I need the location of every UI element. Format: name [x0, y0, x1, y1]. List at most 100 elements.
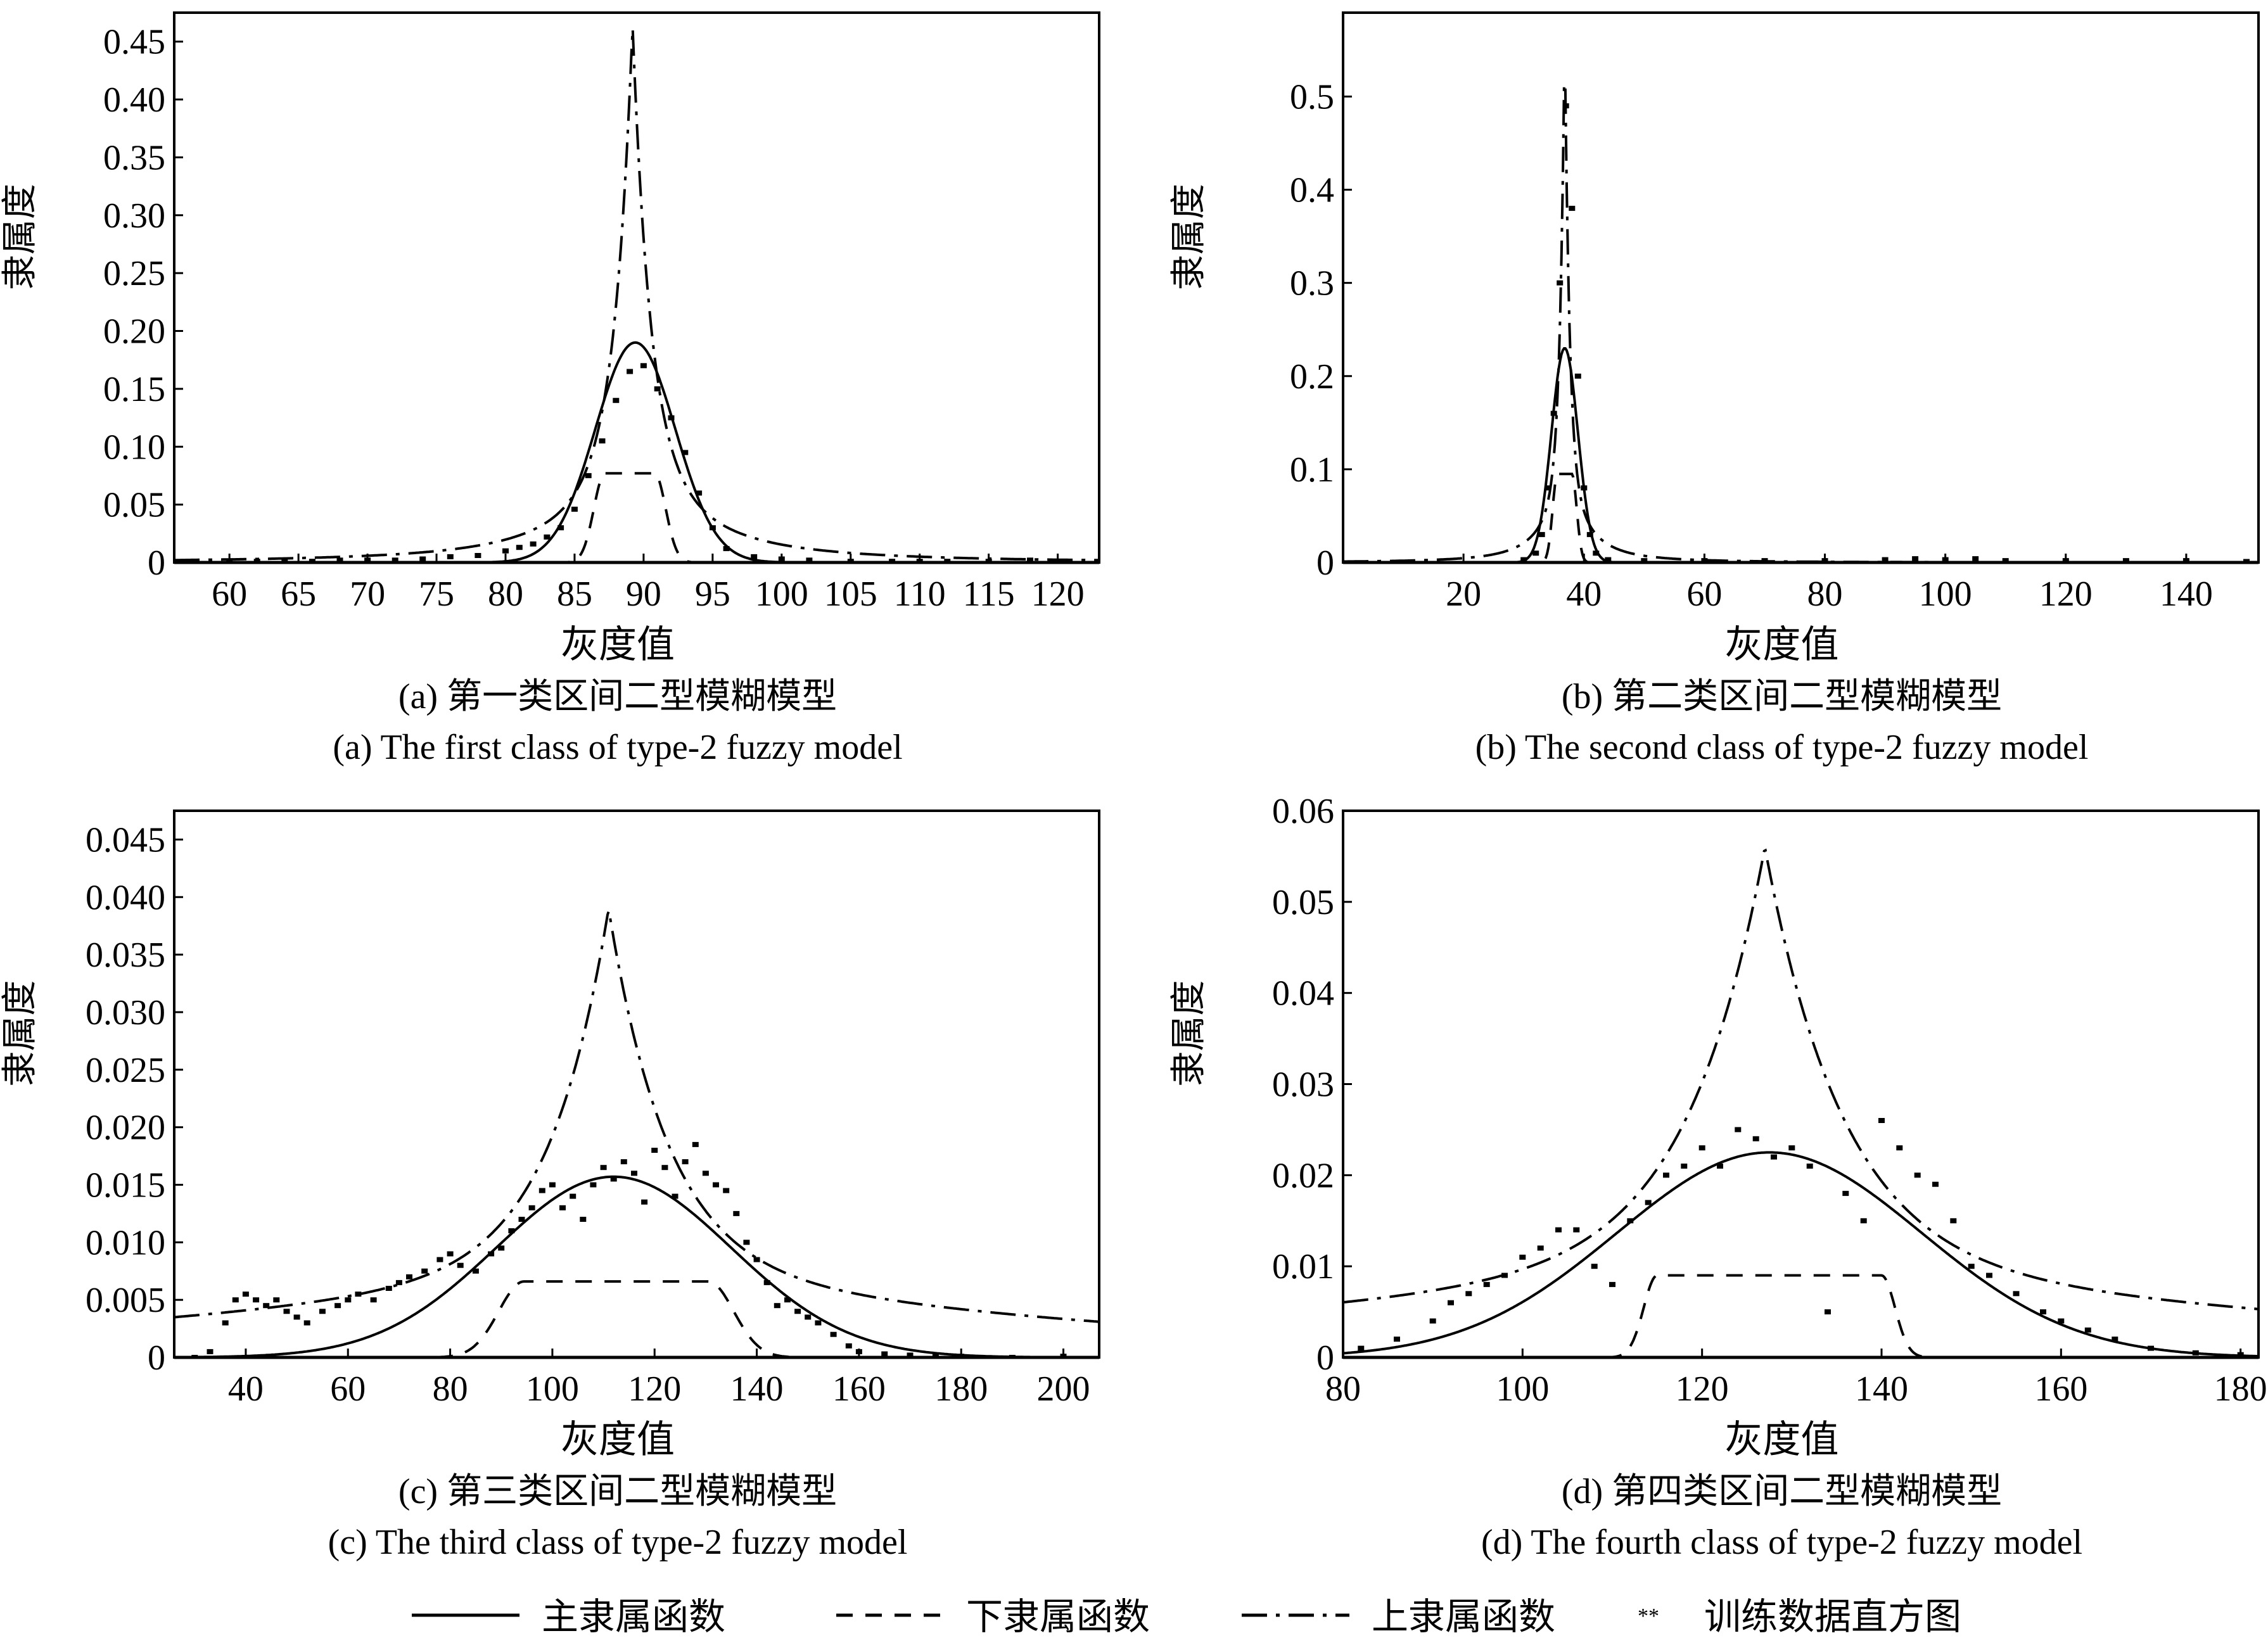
hist-point-d-4	[1465, 1291, 1472, 1297]
hist-point-c-14	[355, 1292, 362, 1297]
series-line-d-0	[1343, 1151, 2258, 1357]
ytick-label-a-3: 0.15	[103, 370, 165, 409]
series-line-b-0	[1343, 346, 2258, 562]
caption-cn-c: (c) 第三类区间二型模糊模型	[398, 1472, 837, 1511]
hist-point-b-5	[1557, 280, 1564, 286]
series-line-b-2	[1343, 83, 2258, 562]
hist-point-d-38	[2112, 1336, 2118, 1342]
hist-point-d-8	[1537, 1245, 1544, 1251]
hist-point-c-26	[508, 1228, 515, 1234]
hist-point-a-35	[1027, 557, 1033, 562]
hist-point-c-12	[334, 1303, 341, 1309]
ytick-label-d-3: 0.03	[1272, 1065, 1334, 1105]
hist-point-d-3	[1448, 1300, 1454, 1305]
hist-point-d-40	[2192, 1350, 2199, 1355]
ytick-label-a-7: 0.35	[103, 138, 165, 177]
hist-point-c-3	[232, 1297, 239, 1303]
xtick-label-d-0: 80	[1325, 1369, 1361, 1409]
hist-point-d-2	[1429, 1318, 1436, 1324]
hist-point-d-9	[1555, 1227, 1562, 1233]
hist-point-c-29	[538, 1188, 545, 1193]
xtick-label-a-9: 105	[824, 575, 877, 614]
ytick-label-b-0: 0	[1316, 543, 1334, 583]
legend: 主隶属函数 下隶属函数 上隶属函数 ** 训练数据直方图	[412, 1596, 1961, 1637]
hist-point-d-32	[1968, 1264, 1975, 1269]
series-line-b-1	[1343, 473, 2258, 562]
ytick-label-a-9: 0.45	[103, 23, 165, 62]
legend-label-lower: 下隶属函数	[966, 1596, 1150, 1637]
xtick-label-c-1: 60	[330, 1369, 366, 1409]
hist-point-c-17	[395, 1279, 402, 1285]
hist-point-d-14	[1645, 1200, 1652, 1205]
series-line-d-1	[1343, 1274, 2258, 1357]
hist-point-a-6	[392, 557, 398, 562]
hist-point-c-32	[570, 1193, 577, 1199]
xtick-label-b-0: 20	[1446, 575, 1481, 614]
panel-d: 80 100 120 140 160 180 0 0.01 0.02 0.03 0.04 0.05 0.…	[1169, 792, 2267, 1562]
xtick-label-a-5: 85	[557, 575, 592, 614]
ytick-label-a-6: 0.30	[103, 196, 165, 236]
xtick-label-c-0: 40	[228, 1369, 264, 1409]
hist-point-d-33	[1986, 1273, 1992, 1278]
hist-point-c-31	[559, 1205, 566, 1210]
hist-point-b-15	[1761, 558, 1768, 562]
caption-cn-b: (b) 第二类区间二型模糊模型	[1562, 677, 2002, 716]
ytick-label-c-7: 0.035	[86, 936, 165, 975]
hist-point-d-0	[1358, 1345, 1365, 1351]
xtick-label-a-0: 60	[212, 575, 247, 614]
ytick-label-b-2: 0.2	[1290, 357, 1334, 397]
hist-point-c-27	[518, 1217, 525, 1222]
ytick-label-c-2: 0.010	[86, 1223, 165, 1262]
ytick-label-b-4: 0.4	[1290, 171, 1334, 210]
caption-en-b: (b) The second class of type-2 fuzzy mod…	[1475, 728, 2089, 767]
hist-point-c-47	[723, 1188, 730, 1193]
caption-en-d: (d) The fourth class of type-2 fuzzy mod…	[1481, 1523, 2082, 1562]
hist-point-d-12	[1609, 1281, 1615, 1287]
hist-point-d-28	[1896, 1145, 1903, 1151]
xtick-label-b-1: 40	[1566, 575, 1602, 614]
hist-point-b-20	[1972, 556, 1979, 562]
hist-point-a-24	[696, 490, 703, 496]
hist-point-a-8	[447, 554, 454, 559]
xtick-label-c-8: 200	[1037, 1369, 1090, 1409]
ytick-label-c-9: 0.045	[86, 820, 165, 860]
hist-point-a-9	[475, 553, 481, 558]
hist-point-c-53	[784, 1297, 791, 1303]
xtick-label-c-4: 120	[628, 1369, 681, 1409]
hist-point-c-5	[253, 1297, 260, 1303]
hist-point-d-35	[2040, 1309, 2046, 1315]
hist-point-c-58	[845, 1343, 852, 1349]
hist-point-c-62	[932, 1352, 939, 1357]
ytick-label-d-1: 0.01	[1272, 1247, 1334, 1286]
xtick-label-a-11: 115	[963, 575, 1015, 614]
hist-point-d-19	[1735, 1127, 1742, 1133]
hist-point-b-4	[1550, 410, 1557, 416]
hist-point-c-13	[345, 1297, 352, 1303]
axes-frame-a	[173, 11, 1100, 564]
hist-point-c-2	[222, 1320, 229, 1326]
ytick-label-c-0: 0	[148, 1338, 165, 1378]
hist-point-a-4	[336, 557, 343, 562]
hist-point-c-36	[610, 1176, 617, 1182]
hist-point-b-17	[1882, 557, 1889, 562]
axes-frame-d	[1342, 809, 2260, 1359]
legend-label-upper: 上隶属函数	[1372, 1596, 1555, 1637]
hist-point-c-25	[498, 1245, 505, 1251]
hist-point-a-31	[889, 559, 896, 562]
xtick-label-d-5: 180	[2214, 1369, 2267, 1409]
hist-point-c-22	[457, 1262, 464, 1268]
ytick-label-c-1: 0.005	[86, 1281, 165, 1320]
hist-point-d-1	[1394, 1336, 1400, 1342]
series-line-d-2	[1343, 848, 2258, 1311]
series-line-a-1	[174, 472, 1099, 562]
xtick-label-c-6: 160	[832, 1369, 886, 1409]
ytick-label-c-4: 0.020	[86, 1108, 165, 1148]
ytick-label-a-8: 0.40	[103, 80, 165, 120]
hist-point-a-18	[613, 398, 620, 403]
hist-point-c-20	[436, 1257, 443, 1262]
ytick-label-d-6: 0.06	[1272, 792, 1334, 831]
xtick-label-a-1: 65	[281, 575, 316, 614]
hist-point-a-1	[253, 559, 260, 562]
hist-point-c-7	[273, 1297, 280, 1303]
hist-point-c-19	[421, 1268, 428, 1274]
